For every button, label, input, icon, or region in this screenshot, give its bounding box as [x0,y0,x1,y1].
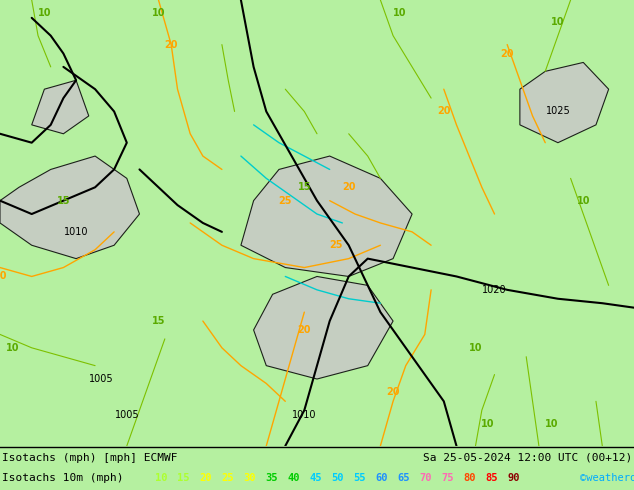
Text: 30: 30 [243,473,256,483]
Text: 10: 10 [392,8,406,19]
Text: 15: 15 [177,473,190,483]
Text: 10: 10 [469,343,482,353]
Text: 25: 25 [278,196,292,206]
Text: 65: 65 [397,473,410,483]
Text: 10: 10 [551,17,565,27]
Polygon shape [520,62,609,143]
Text: 1010: 1010 [64,227,88,237]
Text: 1005: 1005 [115,410,139,420]
Text: Sa 25-05-2024 12:00 UTC (00+12): Sa 25-05-2024 12:00 UTC (00+12) [423,453,632,463]
Text: 1010: 1010 [292,410,316,420]
Text: 10: 10 [152,8,165,19]
Text: 20: 20 [297,325,311,335]
Text: 15: 15 [152,316,165,326]
Text: Isotachs (mph) [mph] ECMWF: Isotachs (mph) [mph] ECMWF [2,453,178,463]
Text: 1005: 1005 [89,374,113,384]
Text: 25: 25 [329,240,343,250]
Text: 85: 85 [485,473,498,483]
Text: Isotachs 10m (mph): Isotachs 10m (mph) [2,473,124,483]
Text: 10: 10 [481,418,495,429]
Text: 70: 70 [419,473,432,483]
Text: 40: 40 [287,473,299,483]
Text: 15: 15 [56,196,70,206]
Text: 20: 20 [164,40,178,49]
Polygon shape [241,156,412,276]
Text: 10: 10 [37,8,51,19]
Text: 15: 15 [297,182,311,192]
Text: 10: 10 [6,343,20,353]
Text: 80: 80 [463,473,476,483]
Text: 20: 20 [342,182,356,192]
Polygon shape [254,276,393,379]
Text: 50: 50 [331,473,344,483]
Text: 45: 45 [309,473,321,483]
Text: 20: 20 [386,388,400,397]
Text: 20: 20 [437,106,451,117]
Text: 10: 10 [545,418,559,429]
Polygon shape [0,156,139,259]
Text: 60: 60 [375,473,387,483]
Text: 35: 35 [265,473,278,483]
Text: 20: 20 [500,49,514,58]
Text: 90: 90 [507,473,519,483]
Text: 55: 55 [353,473,365,483]
Text: 1025: 1025 [545,106,571,117]
Text: 10: 10 [576,196,590,206]
Text: 75: 75 [441,473,453,483]
Text: 20: 20 [199,473,212,483]
Text: 20: 20 [0,271,7,281]
Polygon shape [32,80,89,134]
Text: 10: 10 [155,473,167,483]
Text: ©weatheronline.co.uk: ©weatheronline.co.uk [580,473,634,483]
Text: 1020: 1020 [482,285,507,295]
Text: 25: 25 [221,473,233,483]
